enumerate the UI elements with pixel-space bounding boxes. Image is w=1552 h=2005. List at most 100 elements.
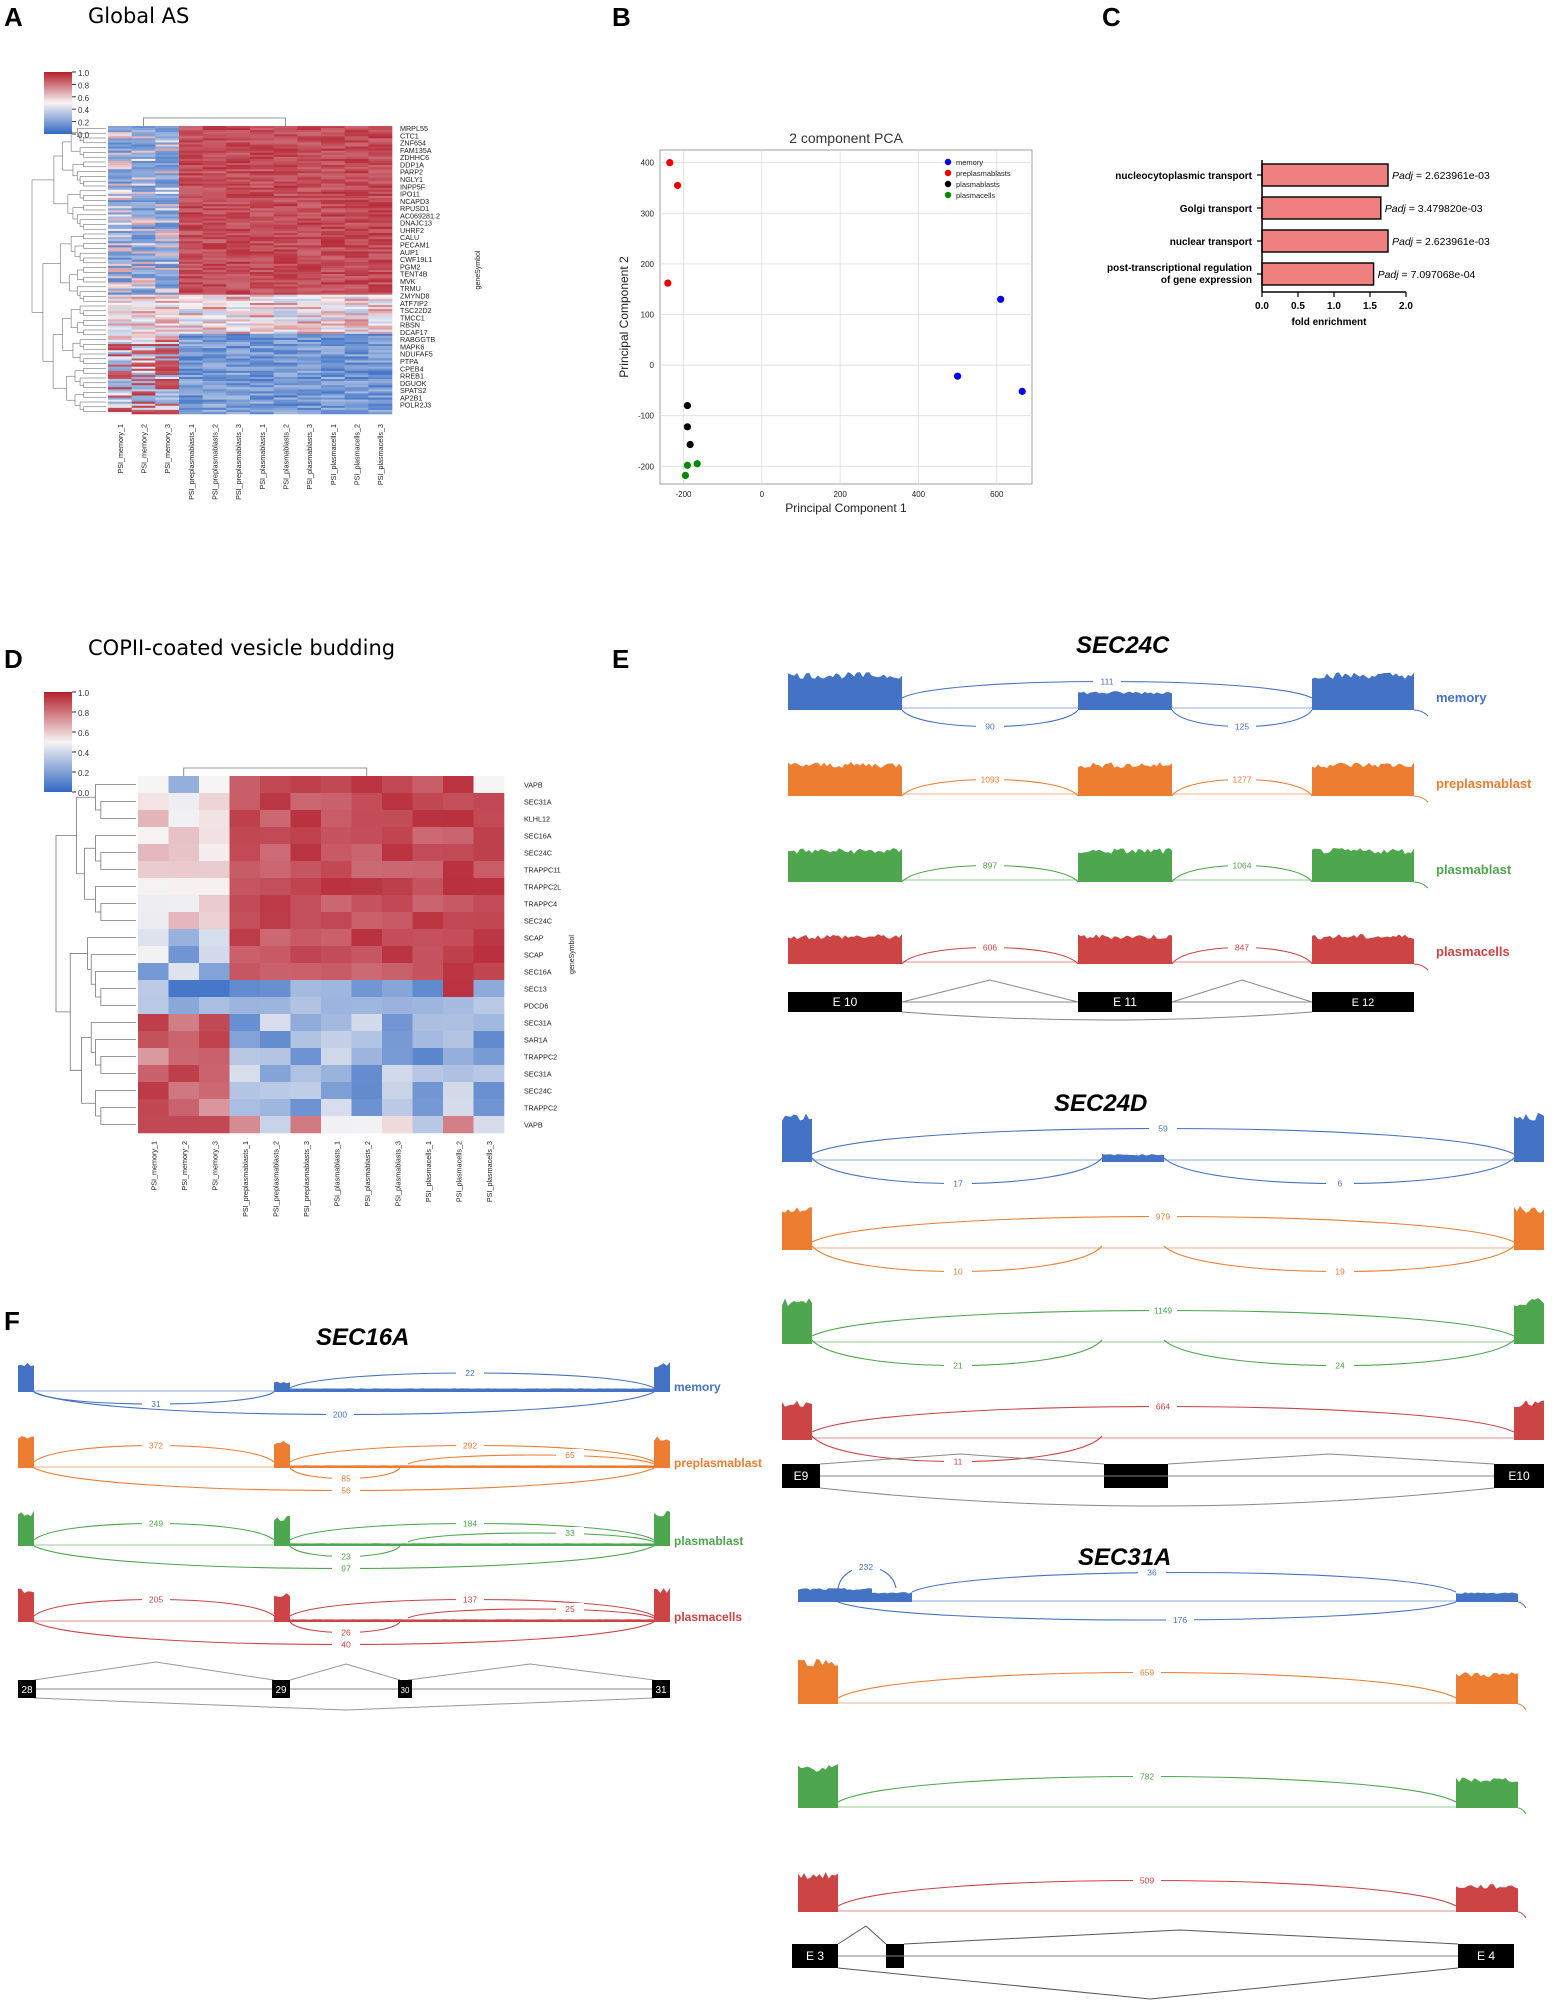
heatmap-cell bbox=[344, 356, 369, 359]
heatmap-cell bbox=[344, 193, 369, 197]
heatmap-cell bbox=[108, 331, 132, 335]
junction-label-bg bbox=[142, 1439, 170, 1451]
heatmap-a-column-label: PSI_plasmablasts_1 bbox=[258, 424, 267, 490]
heatmap-cell bbox=[351, 878, 383, 896]
heatmap-cell bbox=[250, 346, 274, 349]
heatmap-cell bbox=[155, 230, 180, 234]
heatmap-cell bbox=[155, 224, 180, 228]
heatmap-cell bbox=[226, 337, 251, 341]
heatmap-cell bbox=[179, 181, 203, 184]
dendrogram-branch bbox=[83, 368, 106, 374]
heatmap-cell bbox=[344, 239, 369, 242]
dendrogram-branch bbox=[83, 224, 106, 230]
dendrogram-branch bbox=[83, 137, 106, 144]
junction-count: 979 bbox=[1156, 1212, 1170, 1222]
heatmap-cell bbox=[368, 379, 393, 382]
heatmap-cell bbox=[179, 350, 203, 353]
heatmap-cell bbox=[368, 218, 393, 221]
heatmap-cell bbox=[202, 130, 227, 133]
heatmap-cell bbox=[202, 411, 227, 415]
heatmap-cell bbox=[321, 331, 345, 335]
heatmap-cell bbox=[297, 352, 322, 355]
heatmap-cell bbox=[368, 171, 393, 174]
heatmap-cell bbox=[138, 946, 169, 964]
heatmap-cell bbox=[321, 344, 345, 347]
heatmap-cell bbox=[131, 257, 156, 261]
heatmap-cell bbox=[202, 171, 227, 174]
heatmap-cell bbox=[179, 241, 203, 244]
heatmap-cell bbox=[382, 844, 413, 862]
heatmap-cell bbox=[273, 290, 298, 293]
heatmap-cell bbox=[368, 325, 393, 328]
enrichment-xtick-label: 1.5 bbox=[1363, 301, 1377, 312]
enrichment-category-label: of gene expression bbox=[1161, 275, 1252, 286]
heatmap-cell bbox=[155, 261, 180, 265]
heatmap-cell bbox=[250, 212, 274, 215]
heatmap-cell bbox=[179, 274, 203, 277]
heatmap-cell bbox=[229, 1065, 261, 1083]
heatmap-cell bbox=[273, 360, 298, 363]
heatmap-cell bbox=[321, 177, 345, 180]
heatmap-cell bbox=[202, 292, 227, 295]
heatmap-cell bbox=[250, 290, 274, 293]
heatmap-cell bbox=[226, 364, 251, 367]
heatmap-cell bbox=[226, 220, 251, 223]
heatmap-cell bbox=[368, 323, 393, 326]
dendrogram-branch bbox=[90, 1022, 136, 1053]
heatmap-cell bbox=[202, 296, 227, 300]
heatmap-cell bbox=[250, 251, 274, 254]
heatmap-cell bbox=[226, 249, 251, 252]
heatmap-cell bbox=[473, 810, 505, 828]
heatmap-cell bbox=[250, 216, 274, 219]
heatmap-cell bbox=[321, 364, 345, 367]
heatmap-cell bbox=[297, 346, 322, 349]
heatmap-cell bbox=[321, 185, 345, 189]
heatmap-cell bbox=[108, 362, 132, 365]
heatmap-cell bbox=[155, 399, 180, 402]
heatmap-cell bbox=[273, 393, 298, 396]
heatmap-cell bbox=[273, 210, 298, 213]
heatmap-cell bbox=[131, 329, 156, 333]
heatmap-cell bbox=[202, 158, 227, 162]
heatmap-cell bbox=[155, 290, 180, 293]
heatmap-cell bbox=[108, 261, 132, 265]
heatmap-cell bbox=[321, 304, 345, 308]
heatmap-cell bbox=[155, 259, 180, 263]
heatmap-cell bbox=[250, 335, 274, 339]
heatmap-cell bbox=[202, 304, 227, 308]
heatmap-cell bbox=[108, 403, 132, 407]
heatmap-cell bbox=[344, 265, 369, 269]
heatmap-cell bbox=[155, 366, 180, 370]
heatmap-cell bbox=[368, 339, 393, 343]
heatmap-cell bbox=[250, 208, 274, 211]
heatmap-cell bbox=[250, 193, 274, 197]
heatmap-cell bbox=[155, 200, 180, 203]
heatmap-cell bbox=[226, 298, 251, 302]
exon-box bbox=[272, 1680, 290, 1698]
heatmap-cell bbox=[473, 827, 505, 845]
heatmap-cell bbox=[138, 1082, 169, 1100]
heatmap-cell bbox=[273, 222, 298, 226]
heatmap-cell bbox=[155, 276, 180, 279]
heatmap-cell bbox=[179, 142, 203, 145]
heatmap-cell bbox=[344, 128, 369, 131]
heatmap-cell bbox=[202, 278, 227, 281]
coverage-block bbox=[1102, 1154, 1164, 1162]
heatmap-cell bbox=[321, 313, 345, 316]
heatmap-cell bbox=[344, 259, 369, 263]
heatmap-cell bbox=[199, 1014, 230, 1032]
heatmap-cell bbox=[351, 997, 383, 1015]
heatmap-cell bbox=[368, 270, 393, 273]
heatmap-cell bbox=[321, 350, 345, 353]
junction-count: 111 bbox=[1101, 677, 1114, 687]
heatmap-cell bbox=[202, 276, 227, 279]
heatmap-cell bbox=[412, 1014, 444, 1032]
heatmap-cell bbox=[226, 333, 251, 337]
heatmap-cell bbox=[179, 381, 203, 384]
pca-xtick-label: 0 bbox=[760, 490, 765, 499]
heatmap-cell bbox=[273, 379, 298, 382]
heatmap-cell bbox=[321, 181, 345, 184]
heatmap-cell bbox=[108, 335, 132, 339]
heatmap-cell bbox=[131, 163, 156, 166]
heatmap-cell bbox=[351, 793, 383, 811]
